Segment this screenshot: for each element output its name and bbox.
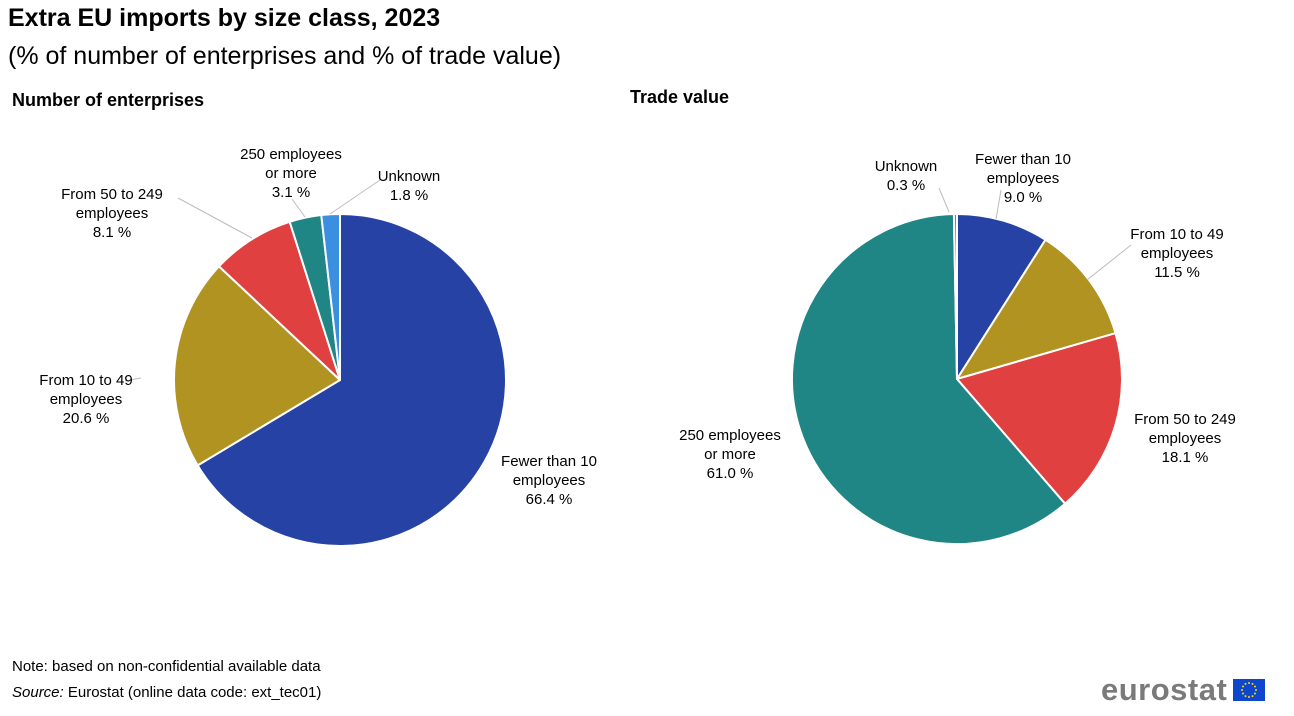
- data-label-enterprises-250-employees-or-more: 250 employees or more 3.1 %: [240, 146, 342, 201]
- footnote: Note: based on non-confidential availabl…: [12, 658, 321, 675]
- source-line: Source: Eurostat (online data code: ext_…: [12, 684, 321, 701]
- data-label-trade-from-10-to-49-employees: From 10 to 49 employees 11.5 %: [1130, 226, 1223, 281]
- data-label-trade-from-50-to-249-employees: From 50 to 249 employees 18.1 %: [1134, 411, 1236, 466]
- pie-slice-enterprises-fewer-than-10-employees: [196, 213, 507, 547]
- pie-title-trade-value: Trade value: [630, 87, 730, 107]
- data-label-enterprises-unknown: Unknown 1.8 %: [378, 168, 441, 204]
- pie-slice-trade-fewer-than-10-employees: [956, 213, 1047, 380]
- pie-slice-enterprises-from-10-to-49-employees: [173, 265, 341, 467]
- eu-flag-icon: [1233, 679, 1266, 701]
- pie-slice-trade-from-50-to-249-employees: [956, 332, 1123, 505]
- leader-line-trade-unknown: [938, 187, 950, 213]
- data-label-trade-fewer-than-10-employees: Fewer than 10 employees 9.0 %: [975, 151, 1071, 206]
- data-label-enterprises-from-10-to-49-employees: From 10 to 49 employees 20.6 %: [39, 372, 132, 427]
- pie-slice-enterprises-unknown: [320, 213, 341, 381]
- source-text: Eurostat (online data code: ext_tec01): [63, 684, 322, 701]
- chart-subtitle: (% of number of enterprises and % of tra…: [8, 42, 562, 70]
- data-label-trade-unknown: Unknown 0.3 %: [875, 158, 938, 194]
- data-label-enterprises-from-50-to-249-employees: From 50 to 249 employees 8.1 %: [61, 186, 163, 241]
- data-label-enterprises-fewer-than-10-employees: Fewer than 10 employees 66.4 %: [501, 453, 597, 508]
- eurostat-logo: eurostat: [1101, 670, 1266, 710]
- logo-wordmark: eurostat: [1101, 672, 1228, 707]
- leader-line-enterprises-from-50-to-249-employees: [177, 197, 253, 239]
- leader-line-enterprises-250-employees-or-more: [291, 198, 306, 218]
- leader-line-trade-from-10-to-49-employees: [1086, 244, 1132, 281]
- pie-title-enterprises: Number of enterprises: [12, 90, 205, 110]
- source-label: Source:: [12, 684, 64, 701]
- leader-line-enterprises-from-10-to-49-employees: [124, 377, 142, 382]
- data-label-trade-250-employees-or-more: 250 employees or more 61.0 %: [679, 427, 781, 482]
- chart-title: Extra EU imports by size class, 2023: [8, 4, 441, 32]
- pie-slice-trade-250-employees-or-more: [791, 213, 1067, 545]
- leader-line-enterprises-unknown: [329, 179, 381, 215]
- pie-slice-trade-unknown: [952, 213, 958, 380]
- leader-line-trade-fewer-than-10-employees: [995, 189, 1002, 220]
